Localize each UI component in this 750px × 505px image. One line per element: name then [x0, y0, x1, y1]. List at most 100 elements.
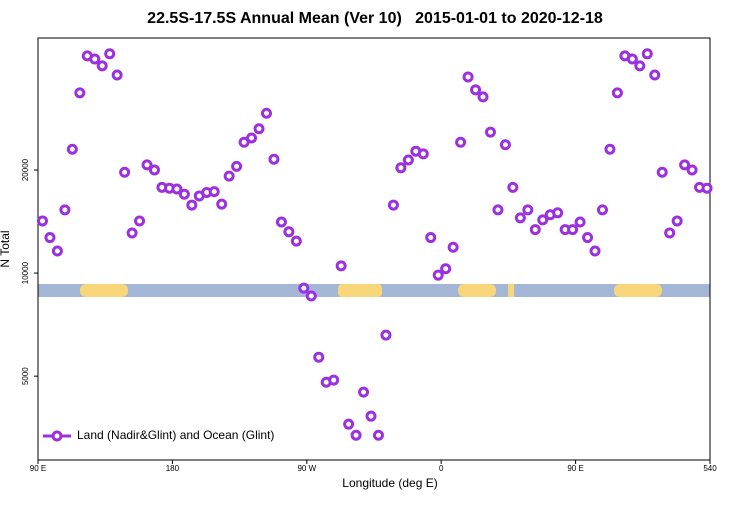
data-point [574, 216, 586, 228]
data-point [484, 126, 496, 138]
x-tick-label: 90 W [297, 464, 316, 473]
data-point [313, 351, 325, 363]
data-point [134, 215, 146, 227]
data-point [679, 159, 691, 171]
data-point [216, 198, 228, 210]
data-point [380, 329, 392, 341]
data-point [395, 162, 407, 174]
data-point [671, 215, 683, 227]
data-point [567, 224, 579, 236]
data-point [268, 153, 280, 165]
data-point [477, 91, 489, 103]
data-point [529, 224, 541, 236]
data-point [470, 84, 482, 96]
data-point [178, 188, 190, 200]
land-band [508, 284, 514, 297]
data-point [111, 69, 123, 81]
land-band [338, 284, 382, 297]
data-point [246, 132, 258, 144]
data-point [552, 207, 564, 219]
chart-title: 22.5S-17.5S Annual Mean (Ver 10) 2015-01… [147, 10, 603, 27]
data-point [589, 245, 601, 257]
data-point [283, 226, 295, 238]
data-point [343, 418, 355, 430]
data-point [335, 260, 347, 272]
x-tick-label: 540 [703, 464, 717, 473]
data-point [328, 374, 340, 386]
data-point [611, 87, 623, 99]
plot-frame [37, 37, 711, 461]
data-point [223, 170, 235, 182]
data-point [372, 429, 384, 441]
data-point [89, 53, 101, 65]
data-point [74, 87, 86, 99]
data-point [440, 263, 452, 275]
data-point [171, 183, 183, 195]
data-point [290, 235, 302, 247]
data-point [425, 232, 437, 244]
data-point [402, 154, 414, 166]
data-point [305, 290, 317, 302]
data-point [51, 245, 63, 257]
data-point [462, 71, 474, 83]
data-point [537, 214, 549, 226]
land-band [614, 284, 662, 297]
data-point [507, 181, 519, 193]
data-point [141, 159, 153, 171]
y-axis-label: N Total [0, 230, 12, 267]
data-point [582, 232, 594, 244]
data-point [664, 227, 676, 239]
data-point [455, 136, 467, 148]
data-point [350, 429, 362, 441]
data-point [36, 215, 48, 227]
x-tick-label: 90 E [567, 464, 583, 473]
data-point [104, 48, 116, 60]
x-tick-label: 90 E [30, 464, 46, 473]
data-point [96, 60, 108, 72]
x-tick-label: 180 [166, 464, 180, 473]
data-point [656, 166, 668, 178]
legend-label: Land (Nadir&Glint) and Ocean (Glint) [77, 428, 274, 442]
data-point [417, 148, 429, 160]
y-tick-label: 5000 [21, 367, 30, 385]
land-band [80, 284, 128, 297]
data-point [231, 160, 243, 172]
data-point [387, 199, 399, 211]
data-point [432, 269, 444, 281]
data-point [148, 164, 160, 176]
x-axis-label: Longitude (deg E) [342, 476, 437, 490]
data-point [44, 232, 56, 244]
map-band [38, 284, 710, 297]
legend-marker [51, 430, 63, 442]
data-point [596, 204, 608, 216]
data-point [275, 216, 287, 228]
data-point [686, 164, 698, 176]
data-point [358, 386, 370, 398]
data-point [126, 227, 138, 239]
data-point [499, 139, 511, 151]
data-point [634, 60, 646, 72]
data-point [604, 143, 616, 155]
data-point [701, 182, 713, 194]
data-point [260, 107, 272, 119]
data-point [298, 282, 310, 294]
data-point [641, 48, 653, 60]
data-point [649, 69, 661, 81]
data-point [66, 143, 78, 155]
data-point [208, 186, 220, 198]
data-point [626, 53, 638, 65]
data-point [492, 204, 504, 216]
y-tick-label: 10000 [21, 261, 30, 284]
land-band [458, 284, 496, 297]
data-point [119, 166, 131, 178]
data-point [514, 212, 526, 224]
data-point [186, 199, 198, 211]
x-tick-label: 0 [439, 464, 444, 473]
data-point [447, 241, 459, 253]
data-point [522, 204, 534, 216]
data-point [253, 123, 265, 135]
data-point [59, 204, 71, 216]
data-point [365, 410, 377, 422]
y-tick-label: 20000 [21, 158, 30, 181]
